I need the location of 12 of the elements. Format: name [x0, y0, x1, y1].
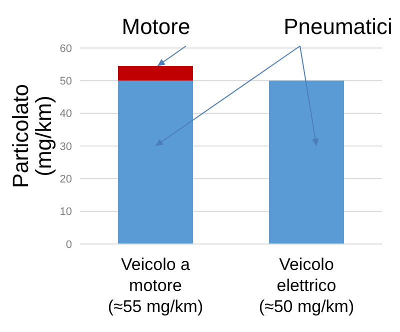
- series-label: Pneumatici: [284, 14, 392, 39]
- y-tick-label: 20: [60, 174, 72, 186]
- y-tick-label: 30: [60, 140, 72, 153]
- y-tick-label: 40: [60, 108, 72, 120]
- y-tick-label: 0: [66, 238, 72, 251]
- y-axis-title: Particolato (mg/km): [8, 84, 56, 188]
- y-tick-label: 10: [60, 206, 72, 218]
- y-tick-label: 50: [60, 76, 72, 88]
- x-tick-label: Veicolo a motore (≈55 mg/km): [108, 255, 204, 316]
- series-label: Motore: [122, 14, 190, 39]
- x-tick-label: Veicolo elettrico (≈50 mg/km): [258, 255, 354, 316]
- y-tick-label: 60: [60, 42, 72, 55]
